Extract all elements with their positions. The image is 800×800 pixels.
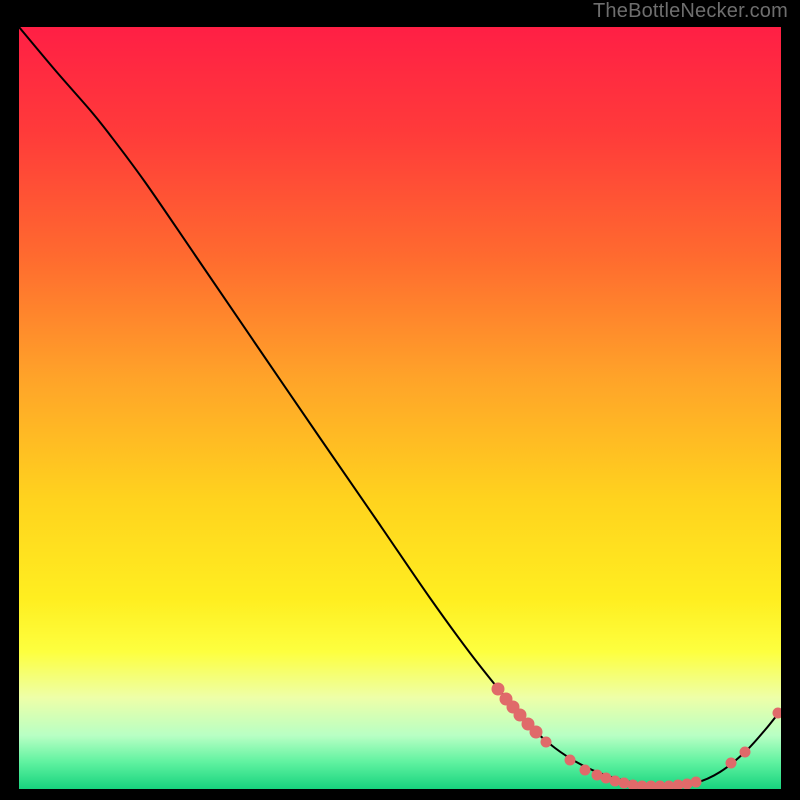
marker-dot — [592, 770, 602, 780]
marker-dot — [664, 781, 674, 791]
marker-dot — [610, 776, 620, 786]
marker-dot — [773, 708, 783, 718]
gradient-background — [19, 27, 781, 789]
marker-dot — [691, 777, 701, 787]
marker-dot — [565, 755, 575, 765]
marker-dot — [541, 737, 551, 747]
marker-dot — [580, 765, 590, 775]
marker-dot — [628, 780, 638, 790]
marker-dot — [673, 780, 683, 790]
marker-dot — [740, 747, 750, 757]
marker-dot — [601, 773, 611, 783]
marker-dot — [726, 758, 736, 768]
marker-dot — [619, 778, 629, 788]
marker-dot — [492, 683, 504, 695]
chart-stage: TheBottleNecker.com — [0, 0, 800, 800]
marker-dot — [530, 726, 542, 738]
bottleneck-chart — [0, 0, 800, 800]
marker-dot — [682, 779, 692, 789]
